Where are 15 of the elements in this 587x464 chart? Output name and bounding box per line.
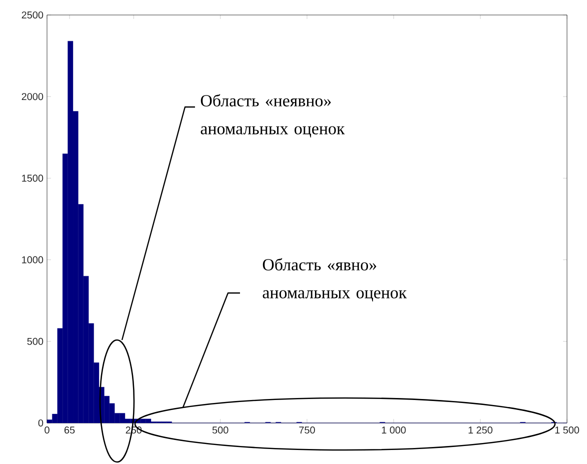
x-tick-label: 750 — [299, 426, 315, 434]
annotation: Область «явно» аномальных оценок — [262, 258, 407, 302]
x-tick-label: 1 000 — [382, 426, 406, 434]
y-tick-label: 0 — [38, 419, 44, 427]
y-tick-label: 1000 — [22, 256, 44, 264]
y-tick-label: 1500 — [22, 174, 44, 182]
x-tick-label: 1 250 — [468, 426, 492, 434]
y-tick-label: 500 — [27, 338, 44, 345]
x-tick-label: 500 — [212, 426, 228, 434]
x-tick-label: 1 500 — [555, 426, 580, 434]
x-tick-label: 0 — [44, 426, 50, 434]
x-tick-label: 65 — [64, 426, 75, 434]
y-tick-label: 2000 — [22, 93, 44, 100]
y-tick-label: 2500 — [22, 11, 44, 19]
annotation: Область «неявно» аномальных оценок — [200, 94, 345, 138]
